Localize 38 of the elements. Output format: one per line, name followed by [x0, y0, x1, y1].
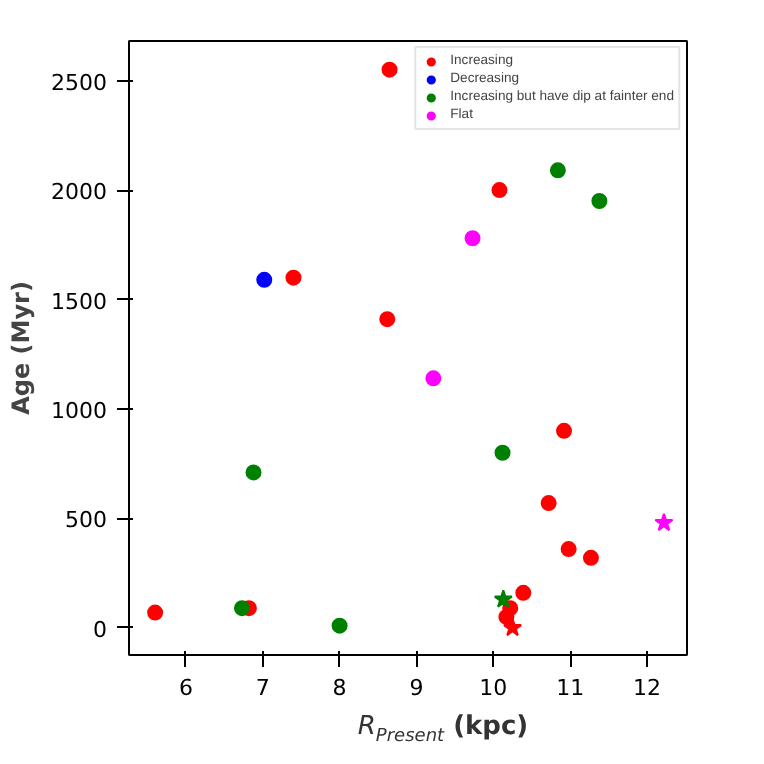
- x-axis-title: R$_{Present}$ (kpc): [357, 712, 529, 748]
- point: [582, 549, 599, 566]
- x-tick-label: 10: [479, 675, 508, 701]
- point: [491, 182, 508, 199]
- y-tick-label: 1000: [51, 397, 108, 424]
- point: [256, 271, 273, 288]
- point: [147, 604, 164, 621]
- y-tick-label: 2500: [51, 69, 108, 96]
- x-tick-label: 6: [178, 675, 193, 701]
- x-tick-label: 9: [409, 675, 424, 701]
- y-tick-label: 2000: [51, 179, 108, 206]
- point: [285, 269, 302, 286]
- x-tick-label: 8: [332, 675, 347, 701]
- point: [379, 311, 396, 328]
- point: [502, 617, 523, 637]
- point: [464, 230, 481, 247]
- y-axis-title: Age (Myr): [7, 281, 36, 415]
- point: [515, 584, 532, 601]
- y-tick-label: 1500: [51, 288, 108, 315]
- x-tick-label: 11: [556, 675, 585, 701]
- y-tick-label: 500: [65, 507, 108, 534]
- point: [654, 512, 674, 532]
- point: [498, 608, 515, 625]
- point: [331, 617, 348, 634]
- x-tick-label: 7: [255, 675, 270, 701]
- point: [549, 162, 566, 179]
- point: [245, 464, 262, 481]
- point: [493, 589, 513, 608]
- point: [425, 370, 442, 387]
- x-tick-label: 12: [633, 675, 662, 701]
- point: [591, 193, 608, 209]
- point: [560, 541, 577, 558]
- point: [233, 600, 250, 617]
- point: [556, 422, 573, 439]
- point: [381, 61, 398, 78]
- y-tick-label: 0: [93, 616, 107, 643]
- point: [494, 444, 511, 461]
- point: [540, 495, 557, 512]
